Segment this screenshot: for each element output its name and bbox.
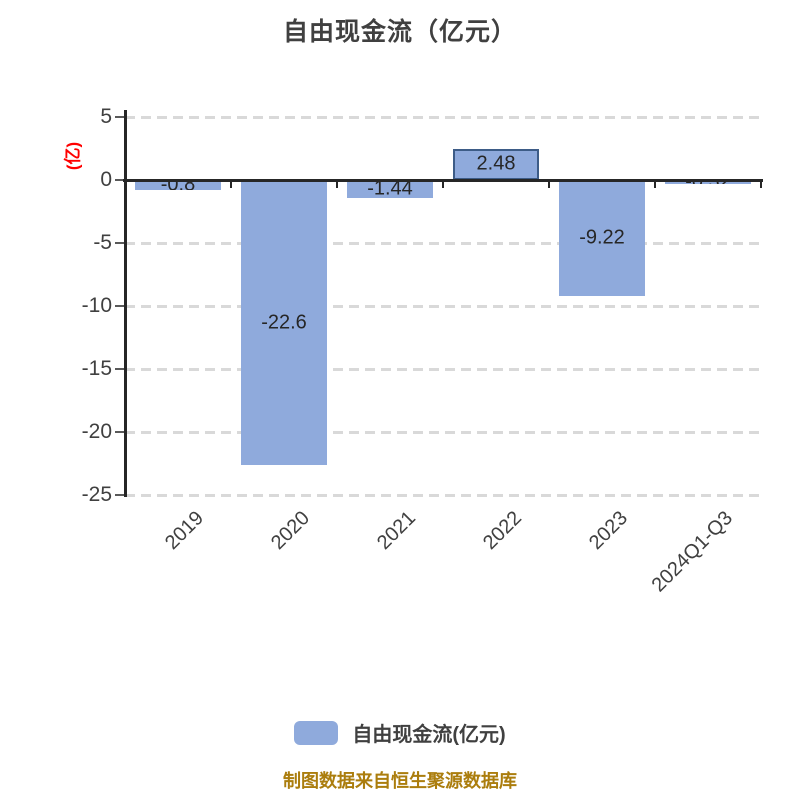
x-category-label-2024Q1-Q3: 2024Q1-Q3	[648, 507, 738, 597]
legend-label: 自由现金流(亿元)	[352, 724, 506, 746]
x-tick-mark	[654, 181, 656, 188]
x-tick-mark	[442, 181, 444, 188]
bar-2022: 2.48	[453, 148, 539, 180]
bar-value-label: -22.6	[261, 311, 307, 333]
x-category-label-2022: 2022	[478, 507, 526, 555]
legend: 自由现金流(亿元)	[0, 718, 800, 747]
x-category-label-2023: 2023	[584, 507, 632, 555]
y-tick-label: -20	[81, 420, 112, 443]
gridline-y--20	[125, 431, 761, 434]
bar-2020: -22.6	[241, 180, 327, 465]
bar-value-label: -0.8	[135, 180, 221, 190]
y-tick-label: -5	[93, 231, 112, 254]
chart-title: 自由现金流（亿元）	[282, 18, 517, 46]
bar-2023: -9.22	[559, 180, 645, 296]
bar-value-label: -9.22	[579, 226, 625, 249]
bar-value-label: -0.32	[665, 180, 751, 184]
y-tick-mark	[115, 494, 125, 496]
gridline-y--10	[125, 305, 761, 308]
y-tick-mark	[115, 305, 125, 307]
y-tick-mark	[115, 116, 125, 118]
y-tick-mark	[115, 431, 125, 433]
y-axis-unit-label: (亿)	[63, 141, 83, 171]
y-tick-mark	[115, 242, 125, 244]
x-tick-mark	[760, 181, 762, 188]
bar-2019: -0.8	[135, 180, 221, 190]
x-axis-zero-line	[123, 179, 763, 182]
gridline-y--5	[125, 242, 761, 245]
y-tick-label: -25	[81, 483, 112, 506]
gridline-y--15	[125, 368, 761, 371]
y-axis-line	[124, 110, 127, 497]
y-tick-mark	[115, 368, 125, 370]
bar-value-label: 2.48	[476, 152, 516, 175]
y-tick-label: -10	[81, 294, 112, 317]
x-tick-mark	[336, 181, 338, 188]
data-source-note: 制图数据来自恒生聚源数据库	[283, 771, 517, 791]
bar-2024Q1-Q3: -0.32	[665, 180, 751, 184]
gridline-y-5	[125, 116, 761, 119]
y-tick-mark	[115, 179, 125, 181]
legend-swatch	[294, 720, 339, 745]
x-category-label-2019: 2019	[160, 507, 208, 555]
gridline-y--25	[125, 494, 761, 497]
x-tick-mark	[548, 181, 550, 188]
bar-value-label: -1.44	[367, 180, 413, 198]
bar-2021: -1.44	[347, 180, 433, 198]
y-tick-label: 5	[100, 105, 112, 128]
y-tick-label: -15	[81, 357, 112, 380]
x-category-label-2020: 2020	[266, 507, 314, 555]
x-category-label-2021: 2021	[372, 507, 420, 555]
x-tick-mark	[230, 181, 232, 188]
y-tick-label: 0	[100, 168, 112, 191]
